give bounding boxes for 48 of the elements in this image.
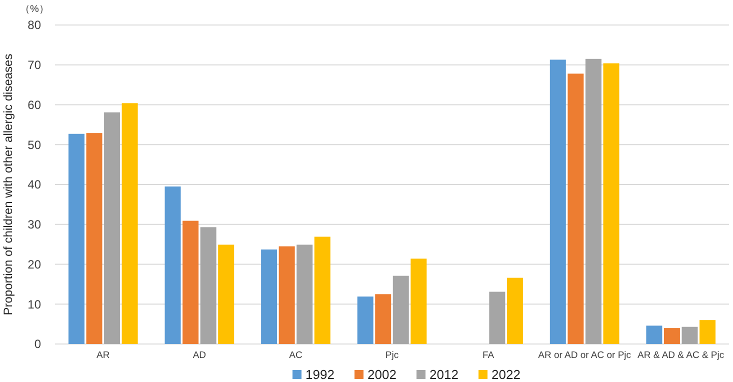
y-axis-title: Proportion of children with other allergic diseases	[1, 54, 15, 316]
x-tick-label: AC	[289, 350, 302, 361]
y-tick-label: 10	[28, 297, 42, 312]
bar	[86, 133, 102, 344]
y-tick-label: 0	[34, 337, 42, 352]
y-tick-label: 70	[28, 58, 42, 72]
x-tick-label: FA	[482, 350, 495, 361]
bar	[489, 292, 506, 344]
bar	[506, 278, 523, 344]
bar	[296, 244, 313, 344]
bar	[218, 244, 234, 344]
y-tick-label: 50	[28, 138, 42, 152]
bar	[375, 294, 392, 344]
bar	[261, 249, 278, 344]
bar	[314, 236, 330, 344]
bar	[357, 296, 374, 344]
x-tick-label: AR	[96, 350, 110, 361]
bar	[664, 328, 680, 344]
y-tick-label: 40	[28, 178, 42, 192]
bar	[646, 326, 662, 344]
y-tick-label: 60	[28, 98, 42, 112]
bar	[682, 326, 698, 344]
x-tick-label: Pjc	[385, 350, 399, 361]
legend-label: 2002	[368, 367, 396, 382]
legend-label: 1992	[306, 367, 334, 382]
bar	[200, 227, 216, 344]
bar	[122, 103, 138, 344]
bar	[182, 220, 199, 344]
x-tick-label: AD	[192, 350, 206, 361]
bar	[392, 276, 409, 344]
legend-label: 2012	[430, 367, 458, 382]
legend-label: 2022	[492, 367, 520, 382]
y-tick-label: 30	[28, 218, 42, 232]
bar	[568, 74, 584, 344]
bar	[68, 134, 84, 344]
bar	[164, 186, 181, 344]
x-tick-label: AR & AD & AC & Pjc	[638, 350, 724, 361]
bar	[700, 320, 716, 344]
bar	[104, 112, 120, 344]
text: （%）	[20, 4, 49, 15]
bar	[585, 58, 602, 344]
bar	[278, 246, 295, 344]
bar	[603, 63, 620, 344]
bar	[410, 258, 427, 344]
y-tick-label: 80	[28, 18, 42, 32]
x-tick-label: AR or AD or AC or Pjc	[538, 350, 632, 361]
bar	[550, 60, 566, 344]
y-tick-label: 20	[28, 257, 42, 272]
